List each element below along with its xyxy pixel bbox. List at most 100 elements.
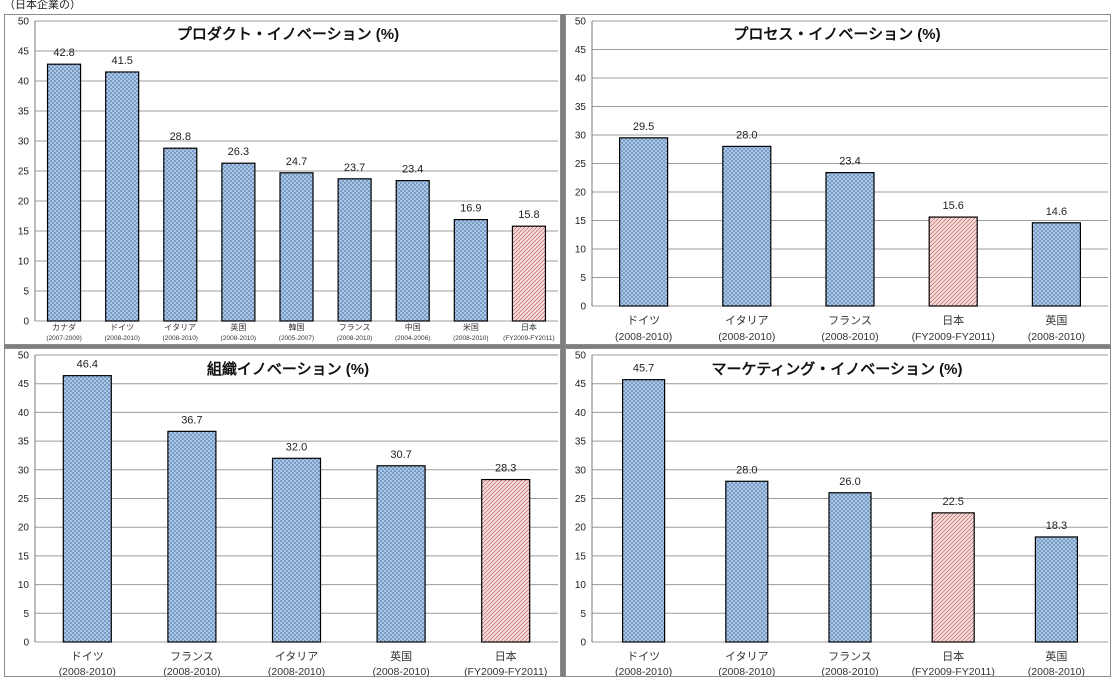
bar bbox=[621, 379, 666, 643]
x-tick-period: (2008-2010) bbox=[453, 335, 488, 342]
y-tick-label: 50 bbox=[575, 351, 587, 362]
data-label: 15.6 bbox=[942, 200, 963, 212]
y-tick-label: 40 bbox=[18, 408, 30, 419]
bar bbox=[722, 145, 772, 307]
bar bbox=[279, 172, 314, 322]
bar-japan bbox=[511, 225, 547, 322]
x-tick-period: (2008-2010) bbox=[268, 666, 325, 677]
x-tick-label: イタリア bbox=[725, 314, 769, 327]
y-tick-label: 10 bbox=[18, 580, 30, 591]
data-label: 28.8 bbox=[170, 131, 191, 143]
y-tick-label: 50 bbox=[575, 17, 587, 28]
y-tick-label: 45 bbox=[575, 45, 587, 56]
y-tick-label: 5 bbox=[23, 287, 29, 298]
y-tick-label: 20 bbox=[18, 523, 30, 534]
product-innovation-svg: 0 5 10 15 20 25 30 35 40 45 50 プロダクト・イノベーション (%) 42.… bbox=[18, 17, 558, 342]
x-tick-period: (2008-2010) bbox=[718, 666, 775, 677]
x-tick-period: (2005-2007) bbox=[279, 335, 314, 342]
x-tick-period: (2008-2010) bbox=[59, 666, 116, 677]
marketing-innovation-chart: 0 5 10 15 20 25 30 35 40 45 50 マーケティング・イノベーション (%) 4… bbox=[565, 348, 1111, 677]
bar bbox=[376, 465, 426, 643]
page-header-text: （日本企業の） bbox=[4, 0, 81, 11]
x-tick-label: フランス bbox=[828, 315, 872, 327]
y-tick-label: 35 bbox=[18, 437, 30, 448]
chart-title: プロダクト・イノベーション (%) bbox=[177, 25, 399, 43]
y-tick-label: 20 bbox=[575, 188, 587, 199]
y-tick-label: 0 bbox=[23, 317, 29, 328]
y-tick-label: 30 bbox=[18, 137, 30, 148]
x-tick-label: 中国 bbox=[405, 322, 421, 332]
data-label: 23.7 bbox=[344, 162, 365, 174]
data-label: 26.3 bbox=[228, 146, 249, 158]
y-tick-label: 15 bbox=[575, 551, 587, 562]
bar bbox=[271, 457, 322, 643]
x-tick-label: 米国 bbox=[463, 322, 479, 332]
y-tick-label: 35 bbox=[575, 437, 587, 448]
x-tick-period: (2008-2010) bbox=[337, 335, 372, 342]
data-label: 23.4 bbox=[839, 156, 860, 168]
y-tick-label: 30 bbox=[18, 465, 30, 476]
bar bbox=[167, 430, 217, 643]
data-label: 42.8 bbox=[53, 47, 74, 59]
x-tick-label: 日本 bbox=[495, 649, 517, 663]
x-tick-label: 日本 bbox=[521, 322, 537, 332]
x-tick-period: (FY2009-FY2011) bbox=[912, 331, 995, 343]
x-tick-period: (FY2009-FY2011) bbox=[503, 335, 555, 342]
data-label: 32.0 bbox=[286, 441, 307, 453]
x-tick-period: (2008-2010) bbox=[615, 666, 672, 677]
x-tick-period: (2008-2010) bbox=[718, 331, 775, 343]
bar bbox=[453, 219, 488, 322]
y-tick-label: 40 bbox=[575, 74, 587, 85]
x-tick-label: イタリア bbox=[275, 650, 319, 663]
x-tick-period: (2008-2010) bbox=[221, 335, 256, 342]
y-tick-label: 15 bbox=[18, 551, 30, 562]
bar bbox=[105, 71, 140, 322]
bar-japan bbox=[931, 512, 975, 643]
data-label: 41.5 bbox=[111, 55, 132, 67]
x-tick-label: 英国 bbox=[1045, 313, 1067, 327]
data-label: 15.8 bbox=[518, 209, 539, 221]
horizontal-divider bbox=[4, 345, 1111, 348]
data-label: 22.5 bbox=[942, 496, 963, 508]
y-tick-label: 20 bbox=[18, 197, 30, 208]
data-label: 36.7 bbox=[181, 414, 202, 426]
x-tick-label: イタリア bbox=[725, 650, 769, 663]
y-tick-label: 0 bbox=[580, 302, 586, 313]
x-tick-period: (2008-2010) bbox=[1028, 666, 1085, 677]
bar bbox=[825, 172, 875, 307]
y-tick-label: 45 bbox=[18, 379, 30, 390]
bar bbox=[337, 178, 372, 322]
data-label: 46.4 bbox=[77, 359, 98, 371]
y-tick-label: 35 bbox=[18, 107, 30, 118]
y-tick-label: 10 bbox=[575, 245, 587, 256]
y-tick-label: 40 bbox=[18, 77, 30, 88]
x-tick-label: ドイツ bbox=[71, 651, 104, 663]
product-innovation-chart: 0 5 10 15 20 25 30 35 40 45 50 プロダクト・イノベーション (%) 42.… bbox=[4, 14, 561, 345]
y-tick-label: 25 bbox=[575, 494, 587, 505]
bar bbox=[46, 63, 82, 322]
y-tick-label: 20 bbox=[575, 523, 587, 534]
x-tick-label: フランス bbox=[828, 651, 872, 663]
x-tick-period: (2008-2010) bbox=[821, 666, 878, 677]
y-tick-label: 5 bbox=[23, 609, 29, 620]
data-label: 23.4 bbox=[402, 164, 423, 176]
y-tick-label: 35 bbox=[575, 102, 587, 113]
bar bbox=[1034, 536, 1078, 643]
x-tick-period: (FY2009-FY2011) bbox=[912, 666, 995, 677]
data-label: 26.0 bbox=[839, 476, 860, 488]
x-tick-period: (FY2009-FY2011) bbox=[464, 666, 547, 677]
chart-title: 組織イノベーション (%) bbox=[207, 360, 369, 378]
data-label: 28.3 bbox=[495, 463, 516, 475]
x-tick-label: 英国 bbox=[230, 322, 246, 332]
y-tick-label: 40 bbox=[575, 408, 587, 419]
data-label: 14.6 bbox=[1046, 206, 1067, 218]
y-tick-label: 0 bbox=[580, 638, 586, 649]
y-tick-label: 15 bbox=[575, 216, 587, 227]
x-tick-label: フランス bbox=[170, 651, 214, 663]
y-tick-label: 30 bbox=[575, 465, 587, 476]
x-tick-label: ドイツ bbox=[627, 651, 660, 663]
y-tick-label: 10 bbox=[18, 257, 30, 268]
process-innovation-svg: 0 5 10 15 20 25 30 35 40 45 50 プロセス・イノベーション (%) 29.5… bbox=[575, 17, 1108, 343]
bar bbox=[163, 147, 198, 322]
y-tick-label: 45 bbox=[18, 47, 30, 58]
